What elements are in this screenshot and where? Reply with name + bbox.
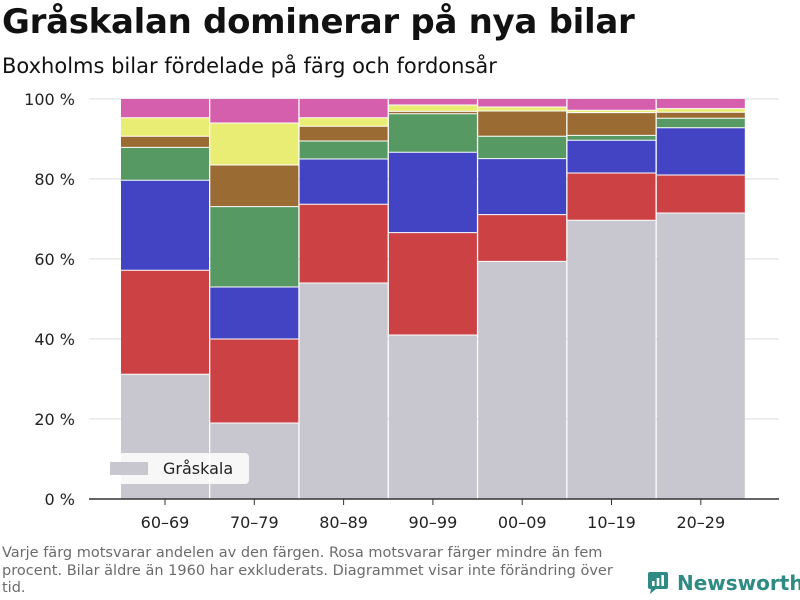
bar-segment (299, 283, 388, 499)
axes: 0 % 20 % 40 % 60 % 80 % 100 % 60–69 70–79 80–89 9… (24, 90, 779, 532)
bar-segment (299, 117, 388, 127)
bar-segment (210, 165, 299, 207)
bar-segment (388, 232, 477, 335)
bar-segment (656, 127, 745, 175)
bar-segment (388, 111, 477, 114)
bar-segment (567, 135, 656, 141)
bar-segment (210, 339, 299, 423)
bar-segment (210, 123, 299, 165)
bar-segment (478, 261, 567, 499)
x-tick-label: 90–99 (409, 513, 458, 532)
bar-segment (478, 214, 567, 262)
x-tick-label: 20–29 (676, 513, 725, 532)
bar-segment (121, 180, 209, 271)
brand-logo: Newsworthy (645, 570, 800, 596)
y-tick-label: 100 % (24, 90, 75, 109)
bars (121, 99, 745, 499)
bar-segment (121, 270, 209, 375)
bar-segment (478, 99, 567, 107)
x-tick-label: 80–89 (319, 513, 368, 532)
brand-name: Newsworthy (677, 571, 800, 595)
bar-segment (567, 99, 656, 111)
bar-segment (388, 99, 477, 105)
bar-segment (478, 107, 567, 111)
bar-segment (210, 287, 299, 339)
bar-segment (299, 126, 388, 141)
bar-segment (567, 140, 656, 173)
bar-segment (121, 99, 209, 118)
bar-segment (299, 204, 388, 283)
bar-segment (210, 206, 299, 287)
bar-segment (567, 112, 656, 136)
y-tick-label: 60 % (34, 250, 75, 269)
bar-segment (656, 108, 745, 113)
bar-segment (121, 136, 209, 148)
bar-segment (299, 159, 388, 205)
bar-segment (478, 136, 567, 159)
legend: Gråskala (101, 453, 249, 484)
bar-segment (299, 99, 388, 118)
y-tick-label: 80 % (34, 170, 75, 189)
y-tick-label: 20 % (34, 410, 75, 429)
bar-segment (121, 117, 209, 137)
bar-segment (210, 99, 299, 123)
x-tick-label: 60–69 (141, 513, 190, 532)
footnote: Varje färg motsvarar andelen av den färg… (2, 545, 613, 596)
newsworthy-logo-icon (648, 572, 668, 594)
bar-segment (567, 173, 656, 221)
chart-title: Gråskalan dominerar på nya bilar (2, 2, 635, 42)
x-tick-label: 00–09 (498, 513, 547, 532)
legend-swatch (110, 462, 148, 475)
bar-segment (388, 335, 477, 499)
bar-segment (656, 213, 745, 499)
bar-segment (656, 99, 745, 109)
legend-box (101, 453, 249, 484)
bar-segment (388, 152, 477, 233)
bar-segment (656, 118, 745, 128)
bar-segment (478, 111, 567, 137)
bar-segment (567, 220, 656, 499)
bar-segment (656, 112, 745, 119)
bar-segment (388, 113, 477, 153)
x-tick-label: 10–19 (587, 513, 636, 532)
bar-segment (388, 105, 477, 112)
bar-segment (478, 158, 567, 215)
bar-segment (567, 110, 656, 113)
bar-segment (121, 147, 209, 181)
y-tick-label: 40 % (34, 330, 75, 349)
legend-label: Gråskala (163, 459, 233, 478)
bar-segment (656, 175, 745, 213)
bar-segment (299, 141, 388, 159)
chart-subtitle: Boxholms bilar fördelade på färg och for… (2, 54, 497, 78)
y-tick-label: 0 % (45, 490, 75, 509)
x-tick-label: 70–79 (230, 513, 279, 532)
